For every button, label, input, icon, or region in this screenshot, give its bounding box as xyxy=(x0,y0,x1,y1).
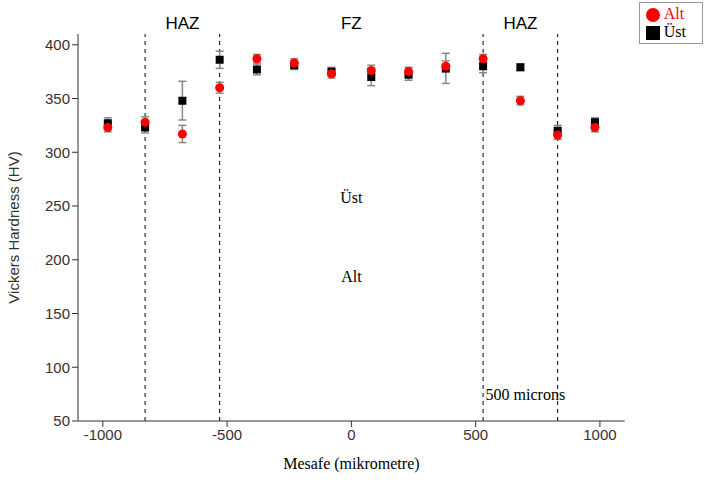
svg-text:-500: -500 xyxy=(212,426,242,443)
svg-text:500: 500 xyxy=(463,426,488,443)
html-text:Alt: Alt xyxy=(663,5,685,22)
svg-text:150: 150 xyxy=(45,305,70,322)
svg-text:FZ: FZ xyxy=(341,14,362,33)
svg-text:500 microns: 500 microns xyxy=(486,386,566,403)
svg-text:50: 50 xyxy=(53,412,70,429)
svg-text:1000: 1000 xyxy=(583,426,616,443)
svg-text:0: 0 xyxy=(347,426,355,443)
svg-text:-1000: -1000 xyxy=(84,426,122,443)
html-text:Üst: Üst xyxy=(663,23,686,40)
svg-text:Alt: Alt xyxy=(341,268,362,285)
svg-text:Üst: Üst xyxy=(340,189,363,206)
svg-text:400: 400 xyxy=(45,36,70,53)
svg-text:200: 200 xyxy=(45,251,70,268)
svg-text:HAZ: HAZ xyxy=(165,14,199,33)
svg-text:100: 100 xyxy=(45,359,70,376)
svg-text:350: 350 xyxy=(45,90,70,107)
svg-text:Vickers Hardness (HV): Vickers Hardness (HV) xyxy=(5,151,22,303)
svg-text:Mesafe (mikrometre): Mesafe (mikrometre) xyxy=(283,455,419,473)
svg-text:250: 250 xyxy=(45,197,70,214)
svg-text:300: 300 xyxy=(45,144,70,161)
svg-text:HAZ: HAZ xyxy=(503,14,537,33)
